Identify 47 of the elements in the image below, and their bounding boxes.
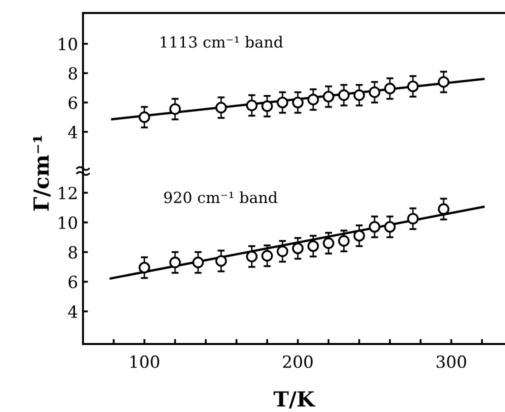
point	[215, 255, 227, 267]
x-tick-label: 100	[130, 355, 160, 368]
point	[407, 212, 419, 224]
point	[138, 262, 150, 274]
point	[246, 100, 258, 112]
y-tick-label: 4	[68, 126, 78, 138]
point	[384, 221, 396, 233]
y-tick-label: 6	[68, 96, 78, 110]
point	[353, 230, 365, 242]
point	[169, 256, 181, 268]
y-tick-label: 6	[68, 276, 78, 288]
x-tick-label: 300	[436, 355, 466, 368]
point	[368, 86, 380, 98]
point	[215, 102, 227, 114]
x-axis-title: T/K	[274, 391, 316, 408]
y-axis-title: Γ/cm⁻¹	[33, 136, 51, 211]
point	[338, 235, 350, 247]
point	[368, 221, 380, 233]
point	[292, 96, 304, 108]
point	[292, 242, 304, 254]
point	[407, 80, 419, 92]
point	[307, 240, 319, 252]
annotation: 920 cm⁻¹ band	[164, 191, 278, 204]
point	[276, 246, 288, 258]
point	[261, 100, 273, 112]
point	[261, 250, 273, 262]
y-tick-label: 8	[68, 246, 78, 259]
point	[192, 256, 204, 268]
y-tick-label: 10	[58, 38, 78, 50]
point	[438, 203, 450, 215]
point	[138, 111, 150, 123]
point	[322, 237, 334, 249]
point	[169, 103, 181, 115]
point	[338, 89, 350, 101]
point	[353, 89, 365, 101]
y-tick-label: 8	[68, 67, 78, 80]
point	[307, 94, 319, 106]
x-tick-label: 200	[283, 355, 313, 368]
y-tick-label: 10	[58, 216, 78, 229]
point	[438, 76, 450, 88]
annotation: 1113 cm⁻¹ band	[160, 36, 283, 48]
y-tick-label: 12	[58, 186, 77, 200]
y-tick-label: 4	[68, 305, 78, 318]
point	[246, 250, 258, 262]
point	[384, 82, 396, 94]
point	[322, 90, 334, 102]
point	[276, 96, 288, 108]
